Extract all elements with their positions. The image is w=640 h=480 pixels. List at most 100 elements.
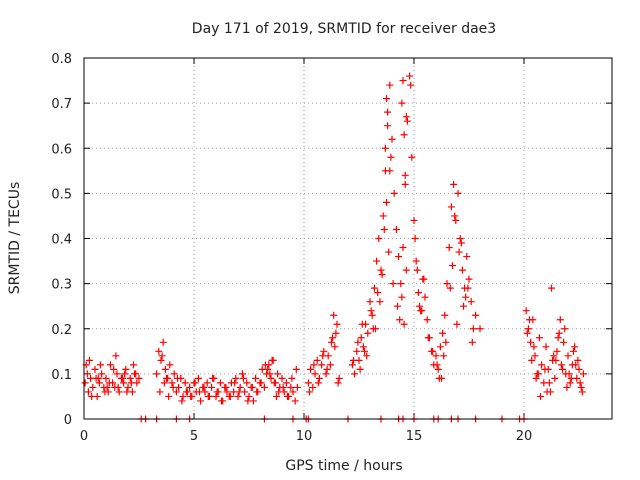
data-point	[98, 370, 106, 378]
data-point	[434, 365, 442, 373]
data-point	[331, 343, 339, 351]
data-point	[278, 374, 286, 382]
data-point	[578, 388, 586, 396]
data-point	[530, 343, 538, 351]
data-point	[311, 370, 319, 378]
data-point	[389, 280, 397, 288]
data-point	[209, 374, 217, 382]
data-point	[181, 379, 189, 387]
data-point	[420, 275, 428, 283]
data-point	[567, 374, 575, 382]
data-point	[369, 325, 377, 333]
data-point	[160, 379, 168, 387]
data-point	[370, 284, 378, 292]
data-point	[386, 81, 394, 89]
data-point	[541, 365, 549, 373]
data-point	[361, 347, 368, 355]
data-point	[566, 379, 574, 387]
data-point	[424, 334, 432, 342]
data-point	[388, 135, 396, 143]
data-point	[350, 356, 357, 364]
data-point	[124, 383, 132, 391]
data-point	[526, 316, 533, 324]
data-point	[326, 361, 334, 369]
data-point	[452, 216, 460, 224]
data-point	[81, 379, 89, 387]
data-point	[401, 180, 409, 188]
data-point	[179, 392, 187, 400]
data-point	[359, 343, 367, 351]
data-point	[315, 374, 323, 382]
data-point	[522, 307, 530, 315]
data-point	[378, 271, 386, 279]
data-point	[435, 374, 443, 382]
grid-lines	[84, 58, 612, 419]
data-point	[563, 383, 571, 391]
data-point	[101, 388, 109, 396]
data-point	[127, 379, 135, 387]
data-point	[441, 311, 449, 319]
data-point	[395, 253, 403, 261]
data-point	[403, 117, 411, 125]
y-tick-label: 0	[64, 413, 72, 428]
x-tick-label: 0	[80, 429, 88, 444]
data-point	[106, 361, 114, 369]
data-point	[358, 320, 366, 328]
data-point	[204, 392, 212, 400]
data-point	[523, 329, 531, 337]
data-point	[262, 361, 269, 369]
data-point	[561, 325, 569, 333]
data-point	[115, 388, 123, 396]
data-point	[398, 99, 406, 107]
data-point	[356, 365, 364, 373]
data-point	[564, 352, 572, 360]
data-point	[570, 347, 577, 355]
data-point	[450, 180, 458, 188]
data-point	[268, 356, 276, 364]
data-point	[240, 374, 247, 382]
data-point	[411, 235, 419, 242]
data-point	[467, 298, 475, 306]
y-tick-label: 0.1	[51, 368, 72, 383]
data-point	[222, 383, 230, 391]
data-point	[122, 365, 130, 373]
data-point	[165, 392, 173, 400]
data-point	[114, 383, 122, 391]
data-point	[236, 383, 244, 391]
x-axis-title: GPS time / hours	[285, 458, 402, 474]
data-point	[103, 383, 111, 391]
data-point	[267, 374, 275, 382]
data-point	[380, 225, 388, 233]
data-point	[476, 325, 484, 333]
data-point	[432, 352, 440, 360]
data-point	[270, 379, 278, 387]
data-point	[161, 365, 169, 373]
data-point	[406, 72, 414, 80]
data-point	[257, 379, 265, 387]
data-point	[194, 374, 202, 382]
data-point	[552, 356, 560, 364]
data-point	[398, 293, 406, 301]
data-point	[235, 388, 243, 396]
data-point	[368, 311, 376, 319]
data-point	[112, 352, 120, 360]
data-point	[386, 167, 394, 175]
data-point	[156, 388, 164, 396]
data-point	[366, 298, 374, 306]
data-point	[446, 284, 454, 292]
y-tick-label: 0.7	[51, 97, 72, 112]
data-point	[279, 383, 287, 391]
data-point	[170, 370, 178, 378]
data-point	[557, 361, 565, 369]
data-point	[89, 383, 97, 391]
data-point	[319, 352, 327, 360]
data-point	[390, 189, 398, 197]
data-point	[468, 338, 476, 346]
data-point	[464, 284, 472, 292]
data-point	[560, 338, 568, 346]
data-point	[397, 280, 405, 288]
y-tick-label: 0.6	[51, 142, 72, 157]
data-point	[163, 374, 170, 382]
data-point	[402, 266, 410, 274]
data-point	[436, 343, 444, 351]
